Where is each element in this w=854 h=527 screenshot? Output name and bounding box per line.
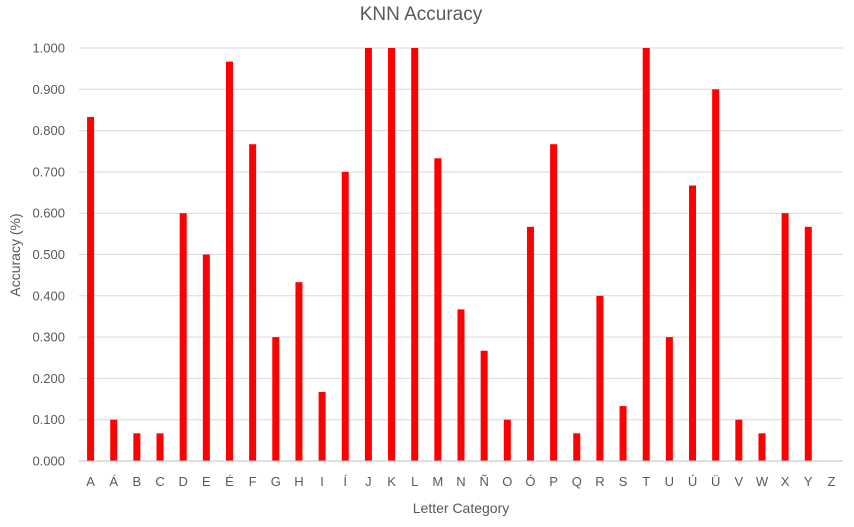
y-axis-title: Accuracy (%) [7, 213, 23, 296]
x-tick-label: Y [804, 474, 813, 489]
x-tick-label: Ó [525, 474, 535, 489]
x-tick-label: Á [109, 474, 118, 489]
bar-24 [619, 406, 627, 461]
bar-13 [364, 48, 372, 461]
bar-10 [295, 282, 303, 461]
x-tick-label: W [756, 474, 769, 489]
y-tick-label: 0.000 [32, 454, 65, 469]
y-tick-label: 0.500 [32, 247, 65, 262]
x-tick-label: B [133, 474, 142, 489]
x-tick-label: P [549, 474, 558, 489]
bar-27 [689, 185, 697, 462]
bar-21 [550, 144, 558, 461]
y-tick-label: 0.400 [32, 288, 65, 303]
bar-4 [156, 433, 164, 461]
x-tick-label: U [665, 474, 674, 489]
y-tick-label: 0.200 [32, 371, 65, 386]
x-tick-label: G [271, 474, 281, 489]
bar-22 [573, 433, 581, 461]
x-tick-label: A [86, 474, 95, 489]
bar-23 [596, 295, 604, 461]
x-axis-title: Letter Category [413, 500, 510, 516]
bar-28 [712, 89, 720, 462]
x-tick-label: C [155, 474, 164, 489]
y-axis-ticks: 0.000 0.100 0.200 0.300 0.400 0.500 0.600 0.700… [32, 41, 65, 469]
x-tick-label: Ú [688, 474, 697, 489]
x-tick-label: H [294, 474, 303, 489]
x-tick-label: Ñ [479, 474, 488, 489]
bar-32 [804, 226, 812, 461]
y-tick-label: 0.100 [32, 412, 65, 427]
x-tick-label: Í [343, 474, 347, 489]
bar-30 [758, 433, 766, 461]
x-tick-label: Z [827, 474, 835, 489]
bar-17 [457, 309, 465, 461]
bar-1 [87, 116, 95, 461]
y-tick-label: 1.000 [32, 41, 65, 56]
x-tick-label: V [734, 474, 743, 489]
bar-7 [225, 61, 233, 462]
x-tick-label: É [225, 474, 234, 489]
y-tick-label: 0.700 [32, 164, 65, 179]
bar-3 [133, 433, 141, 461]
x-tick-label: Q [572, 474, 582, 489]
x-tick-label: I [320, 474, 324, 489]
x-tick-label: T [642, 474, 650, 489]
bar-6 [202, 254, 210, 461]
y-tick-label: 0.300 [32, 330, 65, 345]
x-tick-label: Ü [711, 474, 720, 489]
bar-26 [665, 337, 673, 461]
bar-29 [735, 419, 743, 461]
bar-19 [503, 419, 511, 461]
bar-18 [480, 350, 488, 461]
x-tick-label: D [178, 474, 187, 489]
bar-31 [781, 213, 789, 461]
bar-16 [434, 158, 442, 461]
x-tick-label: F [249, 474, 257, 489]
y-tick-label: 0.900 [32, 82, 65, 97]
x-tick-label: R [595, 474, 604, 489]
y-tick-label: 0.600 [32, 206, 65, 221]
bar-20 [526, 226, 534, 461]
x-tick-label: M [432, 474, 443, 489]
bar-8 [249, 144, 257, 461]
bar-15 [411, 48, 419, 461]
x-tick-label: S [619, 474, 628, 489]
x-tick-label: J [365, 474, 372, 489]
bar-5 [179, 213, 187, 461]
x-tick-label: L [411, 474, 418, 489]
x-tick-label: O [502, 474, 512, 489]
x-tick-label: E [202, 474, 211, 489]
bar-12 [341, 171, 349, 461]
x-tick-label: K [387, 474, 396, 489]
x-tick-label: X [781, 474, 790, 489]
bar-25 [642, 48, 650, 461]
chart-title: KNN Accuracy [360, 4, 483, 25]
y-tick-label: 0.800 [32, 123, 65, 138]
bar-11 [318, 392, 326, 461]
bar-14 [388, 48, 396, 461]
x-tick-label: N [456, 474, 465, 489]
bar-2 [110, 419, 118, 461]
bar-9 [272, 337, 280, 461]
bars [87, 48, 812, 462]
